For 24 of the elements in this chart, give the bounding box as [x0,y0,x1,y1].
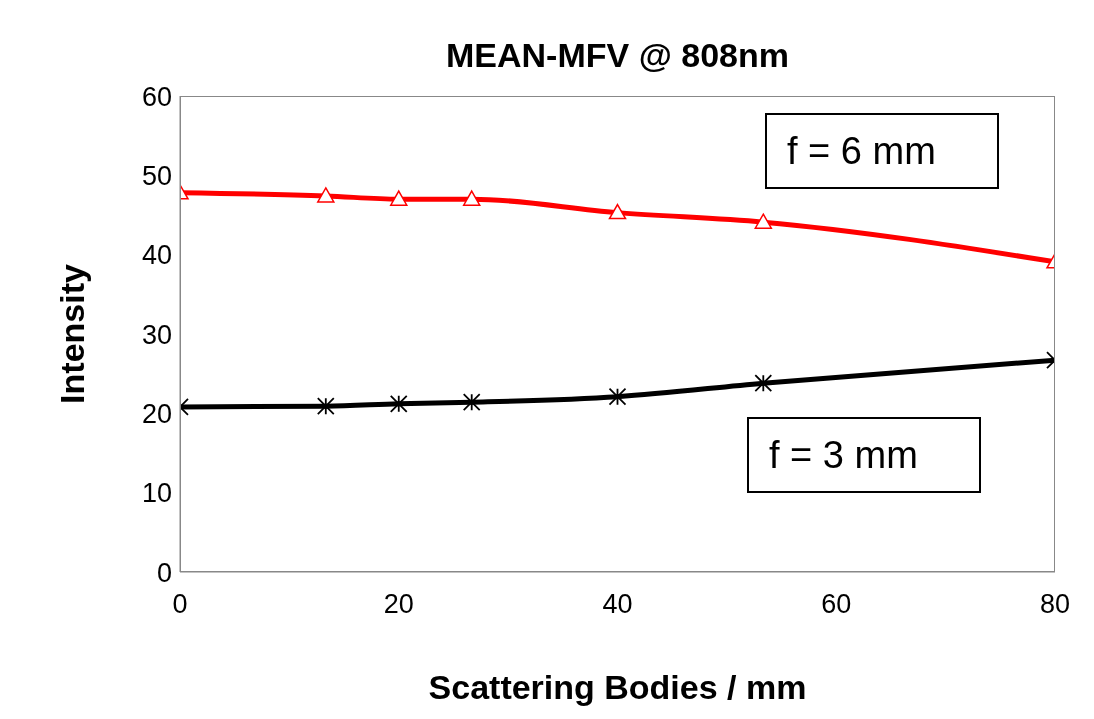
point [462,190,481,206]
point [462,393,481,412]
point [608,203,627,220]
y-tick-label: 30 [141,319,172,350]
series-label: f = 6 mm [765,113,999,189]
y-tick-label: 50 [141,160,172,191]
x-tick-label: 20 [383,589,414,620]
y-tick-label: 60 [141,81,172,112]
point [389,394,408,413]
x-tick-label: 40 [602,589,633,620]
y-tick-label: 10 [141,478,172,509]
x-tick-label: 80 [1039,589,1071,620]
point [317,187,335,203]
x-tick-label: 60 [821,589,852,620]
x-axis-title: Scattering Bodies / mm [427,668,808,707]
y-axis-title: Intensity [52,264,92,404]
y-tick-label: 20 [141,398,172,429]
y-tick-label: 0 [156,557,172,588]
point [608,387,627,406]
point [390,190,408,206]
chart-title: MEAN-MFV @ 808nm [445,36,790,75]
y-tick-label: 40 [141,240,172,271]
series-label: f = 3 mm [747,417,981,493]
point [316,397,335,416]
